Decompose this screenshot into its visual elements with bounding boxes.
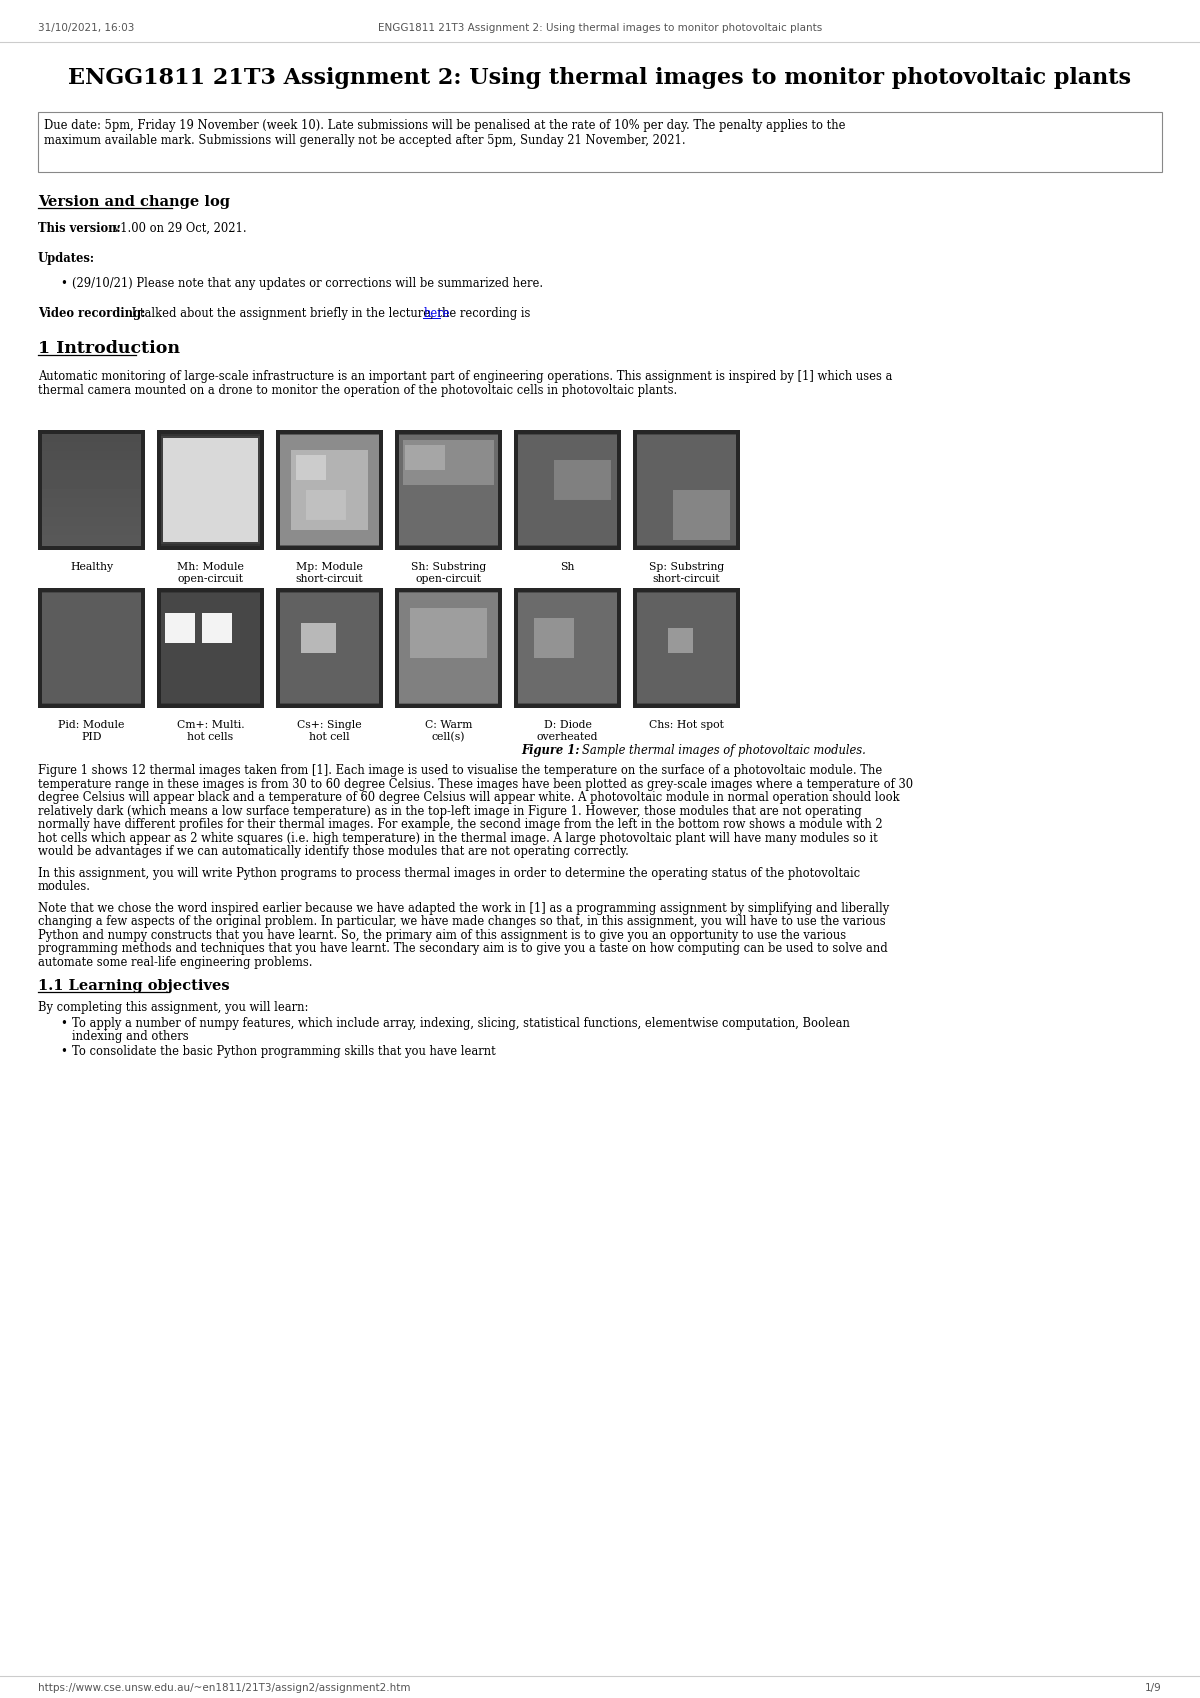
Text: open-circuit: open-circuit: [178, 574, 244, 584]
Text: cell(s): cell(s): [432, 732, 466, 742]
Text: Sh: Substring: Sh: Substring: [410, 562, 486, 572]
Text: By completing this assignment, you will learn:: By completing this assignment, you will …: [38, 1002, 308, 1014]
Text: 1/9: 1/9: [1145, 1683, 1162, 1693]
Text: Figure 1 shows 12 thermal images taken from [1]. Each image is used to visualise: Figure 1 shows 12 thermal images taken f…: [38, 764, 882, 778]
Text: D: Diode: D: Diode: [544, 720, 592, 730]
Text: •: •: [60, 277, 67, 290]
Text: Chs: Hot spot: Chs: Hot spot: [649, 720, 724, 730]
Text: PID: PID: [82, 732, 102, 742]
Text: Version and change log: Version and change log: [38, 195, 230, 209]
Text: programming methods and techniques that you have learnt. The secondary aim is to: programming methods and techniques that …: [38, 942, 888, 954]
Text: Cs+: Single: Cs+: Single: [298, 720, 362, 730]
Text: short-circuit: short-circuit: [653, 574, 720, 584]
Text: Python and numpy constructs that you have learnt. So, the primary aim of this as: Python and numpy constructs that you hav…: [38, 929, 846, 941]
Text: thermal camera mounted on a drone to monitor the operation of the photovoltaic c: thermal camera mounted on a drone to mon…: [38, 384, 677, 397]
Text: Sample thermal images of photovoltaic modules.: Sample thermal images of photovoltaic mo…: [582, 744, 865, 757]
Text: maximum available mark. Submissions will generally not be accepted after 5pm, Su: maximum available mark. Submissions will…: [44, 134, 685, 148]
Text: This version:: This version:: [38, 222, 121, 234]
Text: degree Celsius will appear black and a temperature of 60 degree Celsius will app: degree Celsius will appear black and a t…: [38, 791, 900, 803]
Text: temperature range in these images is from 30 to 60 degree Celsius. These images : temperature range in these images is fro…: [38, 778, 913, 791]
Text: open-circuit: open-circuit: [415, 574, 481, 584]
Text: hot cells: hot cells: [187, 732, 234, 742]
Text: Pid: Module: Pid: Module: [59, 720, 125, 730]
Text: v1.00 on 29 Oct, 2021.: v1.00 on 29 Oct, 2021.: [110, 222, 247, 234]
Text: (29/10/21) Please note that any updates or corrections will be summarized here.: (29/10/21) Please note that any updates …: [72, 277, 544, 290]
Text: Video recording:: Video recording:: [38, 307, 145, 319]
Text: •: •: [60, 1017, 67, 1029]
Text: To apply a number of numpy features, which include array, indexing, slicing, sta: To apply a number of numpy features, whi…: [72, 1017, 850, 1029]
Text: changing a few aspects of the original problem. In particular, we have made chan: changing a few aspects of the original p…: [38, 915, 886, 929]
Text: To consolidate the basic Python programming skills that you have learnt: To consolidate the basic Python programm…: [72, 1044, 496, 1058]
Text: I talked about the assignment briefly in the lecture, the recording is: I talked about the assignment briefly in…: [128, 307, 534, 319]
Text: automate some real-life engineering problems.: automate some real-life engineering prob…: [38, 956, 312, 968]
Text: Mh: Module: Mh: Module: [178, 562, 244, 572]
Text: 31/10/2021, 16:03: 31/10/2021, 16:03: [38, 24, 134, 32]
Text: 1 Introduction: 1 Introduction: [38, 340, 180, 357]
Text: C: Warm: C: Warm: [425, 720, 472, 730]
Text: Mp: Module: Mp: Module: [296, 562, 362, 572]
Text: relatively dark (which means a low surface temperature) as in the top-left image: relatively dark (which means a low surfa…: [38, 805, 862, 817]
Text: Due date: 5pm, Friday 19 November (week 10). Late submissions will be penalised : Due date: 5pm, Friday 19 November (week …: [44, 119, 846, 132]
Text: Automatic monitoring of large-scale infrastructure is an important part of engin: Automatic monitoring of large-scale infr…: [38, 370, 893, 384]
Text: overheated: overheated: [536, 732, 599, 742]
Text: 1.1 Learning objectives: 1.1 Learning objectives: [38, 980, 229, 993]
Text: ENGG1811 21T3 Assignment 2: Using thermal images to monitor photovoltaic plants: ENGG1811 21T3 Assignment 2: Using therma…: [68, 66, 1132, 88]
Text: ENGG1811 21T3 Assignment 2: Using thermal images to monitor photovoltaic plants: ENGG1811 21T3 Assignment 2: Using therma…: [378, 24, 822, 32]
Text: normally have different profiles for their thermal images. For example, the seco: normally have different profiles for the…: [38, 818, 883, 830]
Text: indexing and others: indexing and others: [72, 1031, 188, 1043]
Text: Note that we chose the word inspired earlier because we have adapted the work in: Note that we chose the word inspired ear…: [38, 902, 889, 915]
Text: Healthy: Healthy: [70, 562, 113, 572]
Text: https://www.cse.unsw.edu.au/~en1811/21T3/assign2/assignment2.htm: https://www.cse.unsw.edu.au/~en1811/21T3…: [38, 1683, 410, 1693]
Text: Sh: Sh: [560, 562, 575, 572]
Text: modules.: modules.: [38, 880, 91, 893]
Text: here: here: [424, 307, 450, 319]
Text: would be advantages if we can automatically identify those modules that are not : would be advantages if we can automatica…: [38, 846, 629, 857]
Text: short-circuit: short-circuit: [295, 574, 364, 584]
Text: Cm+: Multi.: Cm+: Multi.: [176, 720, 245, 730]
Text: Figure 1:: Figure 1:: [522, 744, 580, 757]
Text: Updates:: Updates:: [38, 251, 95, 265]
Bar: [38, 112, 1162, 171]
Text: hot cells which appear as 2 white squares (i.e. high temperature) in the thermal: hot cells which appear as 2 white square…: [38, 832, 877, 844]
Text: In this assignment, you will write Python programs to process thermal images in : In this assignment, you will write Pytho…: [38, 866, 860, 880]
Text: hot cell: hot cell: [310, 732, 350, 742]
Text: Sp: Substring: Sp: Substring: [649, 562, 724, 572]
Text: •: •: [60, 1044, 67, 1058]
